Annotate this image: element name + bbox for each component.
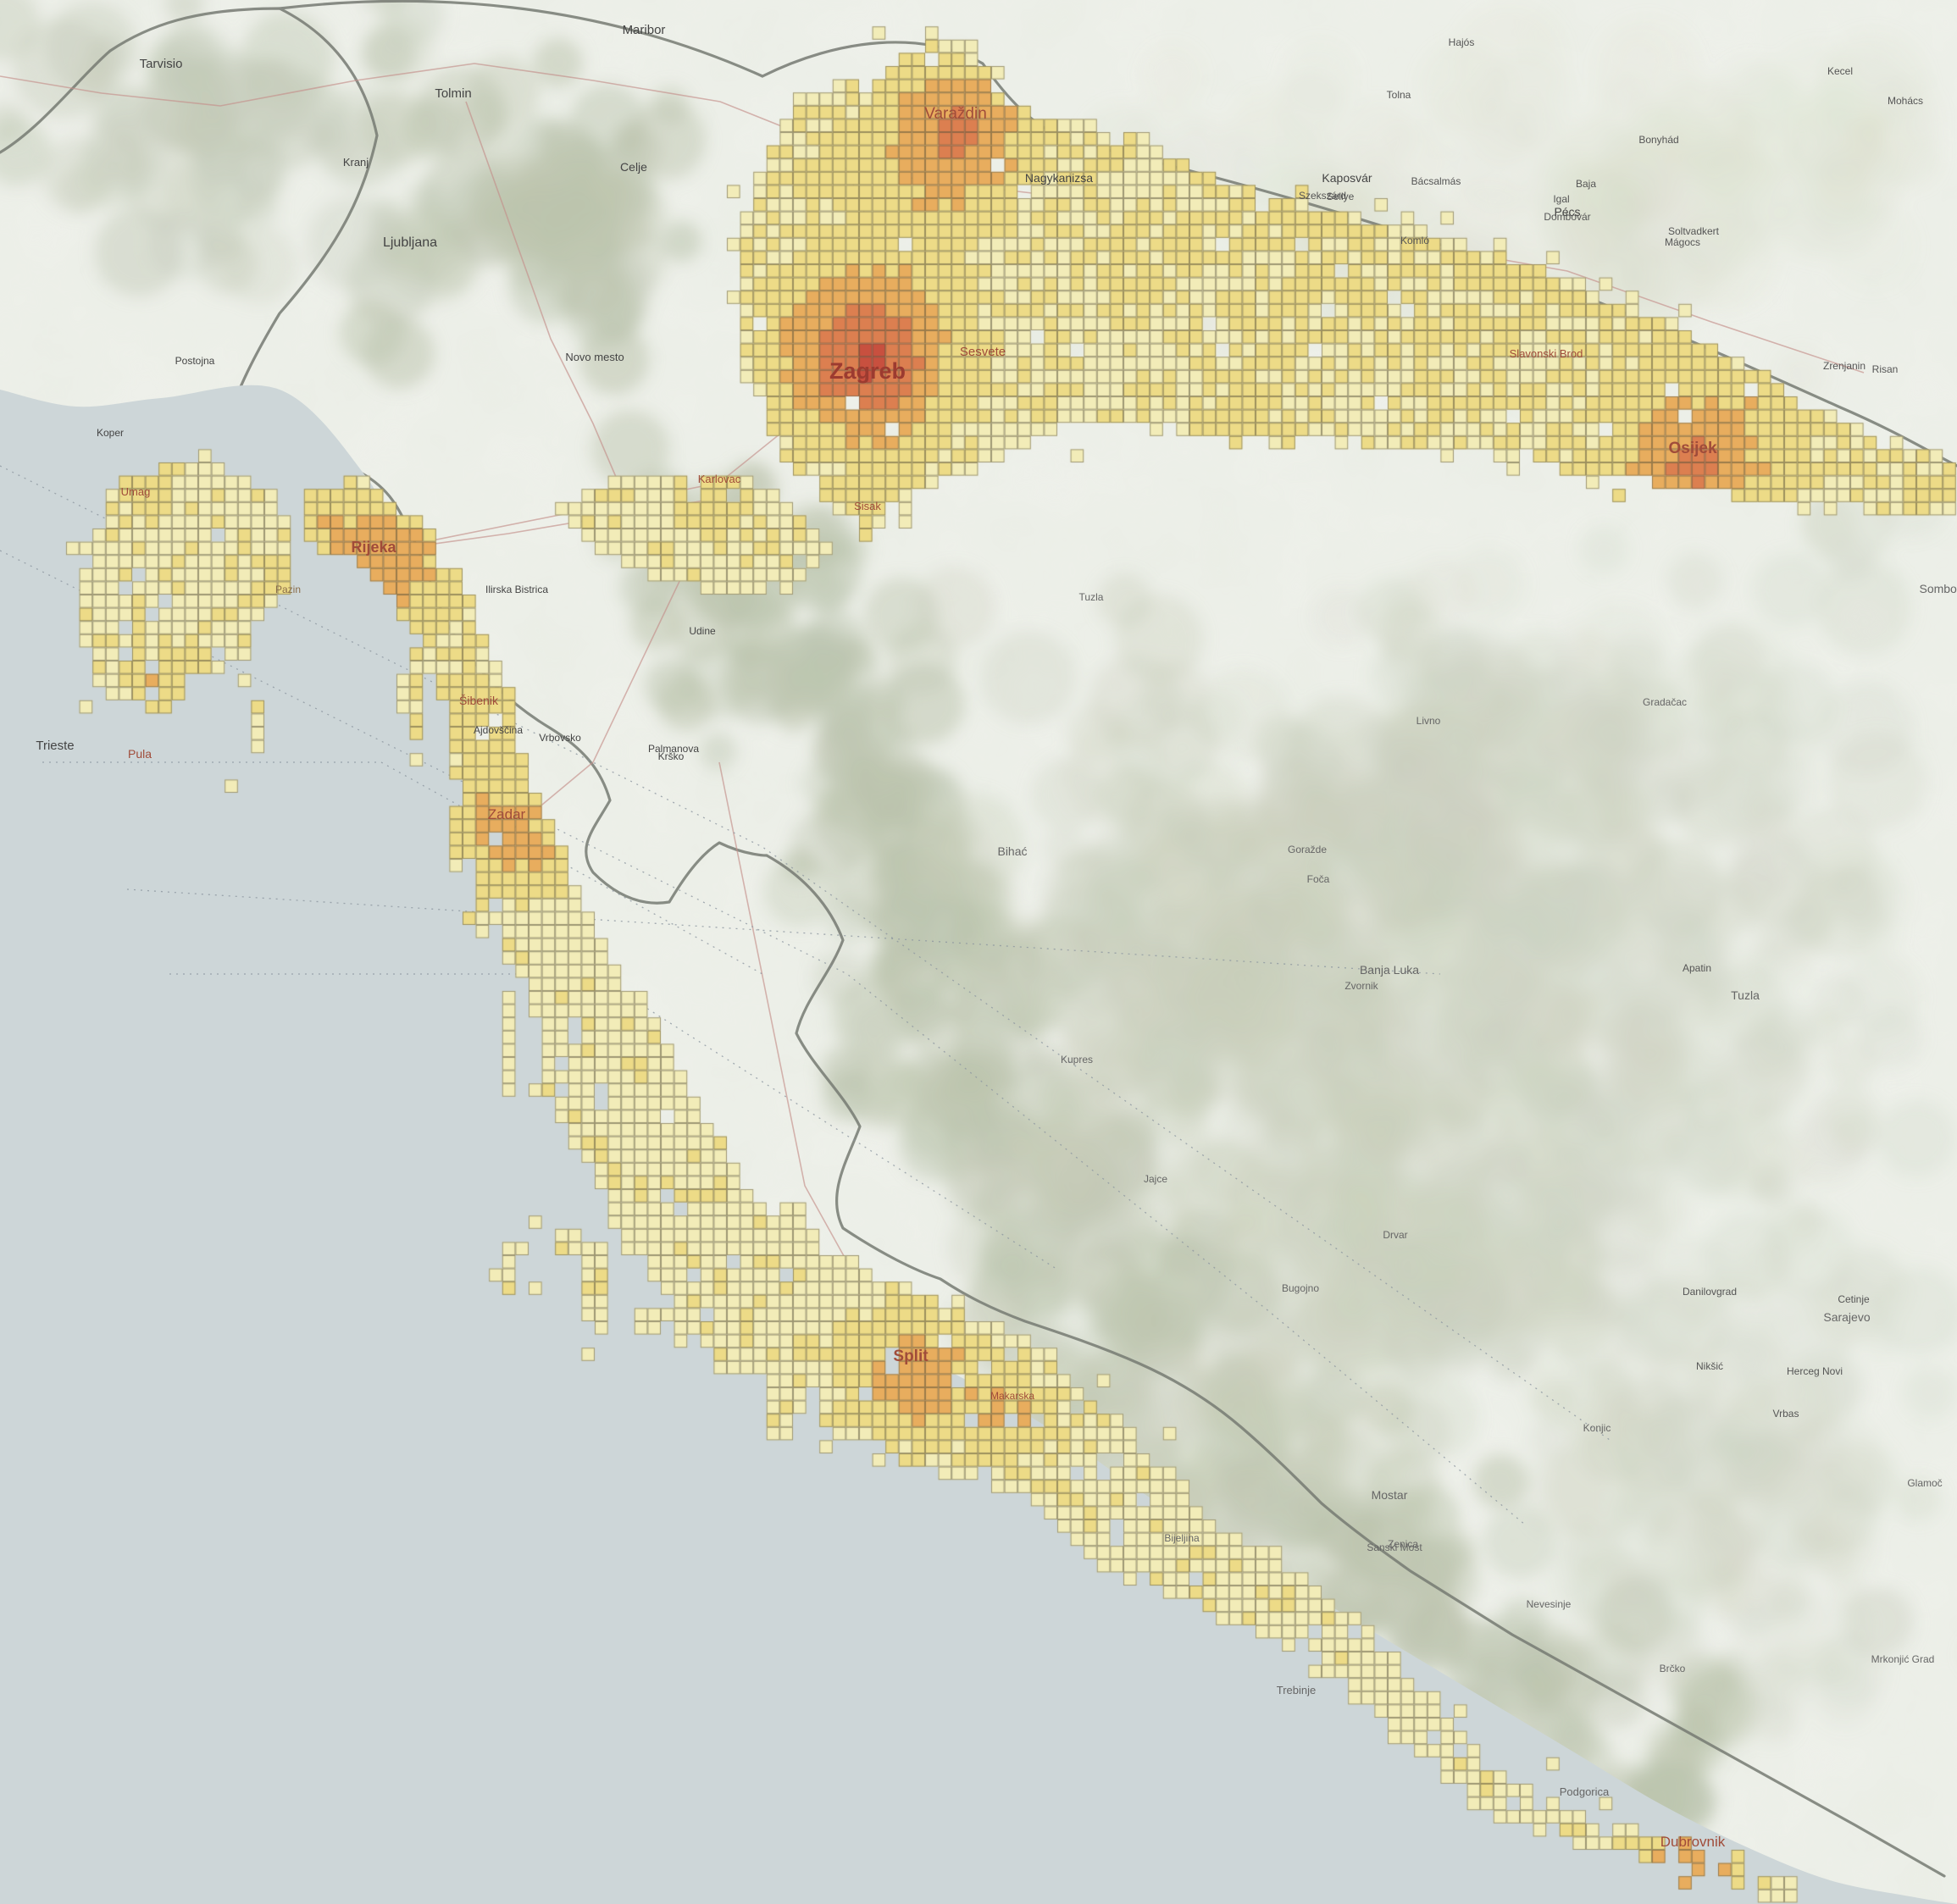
svg-text:Nagykanizsa: Nagykanizsa bbox=[1025, 171, 1093, 185]
svg-text:Foča: Foča bbox=[1307, 873, 1330, 885]
svg-text:Trieste: Trieste bbox=[36, 739, 74, 753]
svg-text:Pazin: Pazin bbox=[275, 584, 301, 595]
svg-text:Vrbovsko: Vrbovsko bbox=[539, 732, 581, 744]
svg-text:Ilirska Bistrica: Ilirska Bistrica bbox=[485, 584, 548, 595]
svg-text:Bugojno: Bugojno bbox=[1282, 1282, 1319, 1294]
svg-text:Herceg Novi: Herceg Novi bbox=[1787, 1365, 1843, 1377]
svg-text:Nevesinje: Nevesinje bbox=[1527, 1598, 1572, 1610]
svg-text:Dubrovnik: Dubrovnik bbox=[1660, 1834, 1726, 1850]
svg-text:Rijeka: Rijeka bbox=[351, 539, 396, 556]
svg-text:Mostar: Mostar bbox=[1372, 1488, 1408, 1502]
svg-text:Dombóvár: Dombóvár bbox=[1544, 211, 1590, 223]
svg-text:Makarska: Makarska bbox=[990, 1390, 1034, 1402]
svg-text:Šibenik: Šibenik bbox=[459, 694, 499, 707]
svg-text:Zenica: Zenica bbox=[1388, 1538, 1418, 1550]
svg-text:Umag: Umag bbox=[121, 485, 151, 498]
svg-text:Ljubljana: Ljubljana bbox=[383, 235, 437, 250]
svg-text:Kupres: Kupres bbox=[1061, 1054, 1093, 1065]
svg-text:Glamoč: Glamoč bbox=[1907, 1477, 1942, 1489]
svg-text:Ajdovščina: Ajdovščina bbox=[474, 724, 523, 736]
svg-text:Pula: Pula bbox=[128, 747, 152, 761]
svg-text:Postojna: Postojna bbox=[175, 355, 215, 367]
svg-text:Konjic: Konjic bbox=[1583, 1422, 1611, 1434]
svg-text:Kecel: Kecel bbox=[1827, 65, 1853, 77]
svg-text:Sisak: Sisak bbox=[854, 500, 881, 512]
svg-text:Novo mesto: Novo mesto bbox=[565, 351, 624, 363]
svg-text:Baja: Baja bbox=[1576, 178, 1596, 190]
svg-text:Zvornik: Zvornik bbox=[1344, 980, 1378, 992]
svg-text:Sesvete: Sesvete bbox=[960, 345, 1006, 359]
svg-text:Maribor: Maribor bbox=[623, 23, 666, 37]
svg-text:Karlovac: Karlovac bbox=[698, 473, 741, 485]
svg-text:Soltvadkert: Soltvadkert bbox=[1668, 225, 1720, 237]
svg-text:Slavonski Brod: Slavonski Brod bbox=[1510, 347, 1583, 360]
svg-text:Nikšić: Nikšić bbox=[1696, 1360, 1723, 1372]
svg-text:Zagreb: Zagreb bbox=[829, 358, 906, 384]
svg-text:Drvar: Drvar bbox=[1383, 1229, 1407, 1241]
svg-text:Udine: Udine bbox=[689, 625, 716, 637]
svg-text:Bonyhád: Bonyhád bbox=[1638, 134, 1678, 146]
svg-text:Bijeljina: Bijeljina bbox=[1164, 1532, 1200, 1544]
svg-text:Kranj: Kranj bbox=[343, 156, 369, 169]
svg-text:Tarvisio: Tarvisio bbox=[140, 57, 183, 71]
svg-text:Banja Luka: Banja Luka bbox=[1360, 963, 1419, 977]
svg-text:Split: Split bbox=[893, 1348, 929, 1365]
svg-text:Sombor: Sombor bbox=[1919, 582, 1957, 595]
svg-text:Goražde: Goražde bbox=[1288, 844, 1327, 855]
svg-text:Sarajevo: Sarajevo bbox=[1823, 1310, 1870, 1324]
svg-text:Trebinje: Trebinje bbox=[1277, 1684, 1316, 1696]
svg-text:Hajós: Hajós bbox=[1449, 36, 1475, 48]
svg-text:Koper: Koper bbox=[97, 427, 124, 439]
svg-text:Brčko: Brčko bbox=[1660, 1663, 1686, 1674]
svg-text:Bácsalmás: Bácsalmás bbox=[1411, 175, 1461, 187]
svg-text:Igal: Igal bbox=[1553, 193, 1569, 205]
svg-text:Danilovgrad: Danilovgrad bbox=[1683, 1286, 1737, 1298]
svg-text:Tuzla: Tuzla bbox=[1731, 988, 1760, 1002]
svg-text:Sellye: Sellye bbox=[1327, 191, 1355, 202]
svg-text:Zadar: Zadar bbox=[488, 806, 526, 822]
svg-text:Kaposvár: Kaposvár bbox=[1322, 171, 1372, 185]
svg-text:Zrenjanin: Zrenjanin bbox=[1823, 360, 1866, 372]
svg-text:Podgorica: Podgorica bbox=[1560, 1785, 1610, 1798]
svg-text:Palmanova: Palmanova bbox=[648, 743, 699, 755]
svg-text:Varaždin: Varaždin bbox=[924, 105, 987, 123]
svg-text:Komló: Komló bbox=[1400, 235, 1429, 246]
svg-text:Celje: Celje bbox=[620, 160, 647, 174]
svg-text:Apatin: Apatin bbox=[1683, 962, 1711, 974]
svg-text:Osijek: Osijek bbox=[1668, 440, 1716, 457]
svg-text:Gradačac: Gradačac bbox=[1643, 696, 1687, 708]
svg-text:Risan: Risan bbox=[1872, 363, 1899, 375]
svg-text:Vrbas: Vrbas bbox=[1773, 1408, 1799, 1420]
svg-text:Tolna: Tolna bbox=[1387, 89, 1411, 101]
svg-text:Cetinje: Cetinje bbox=[1838, 1293, 1870, 1305]
svg-text:Mágocs: Mágocs bbox=[1665, 236, 1700, 248]
svg-text:Mrkonjić Grad: Mrkonjić Grad bbox=[1871, 1653, 1935, 1665]
svg-text:Tuzla: Tuzla bbox=[1079, 591, 1104, 603]
svg-text:Bihać: Bihać bbox=[997, 844, 1027, 858]
svg-text:Tolmin: Tolmin bbox=[435, 86, 471, 101]
svg-text:Mohács: Mohács bbox=[1888, 95, 1923, 107]
svg-text:Jajce: Jajce bbox=[1144, 1173, 1167, 1185]
svg-text:Livno: Livno bbox=[1416, 715, 1441, 727]
